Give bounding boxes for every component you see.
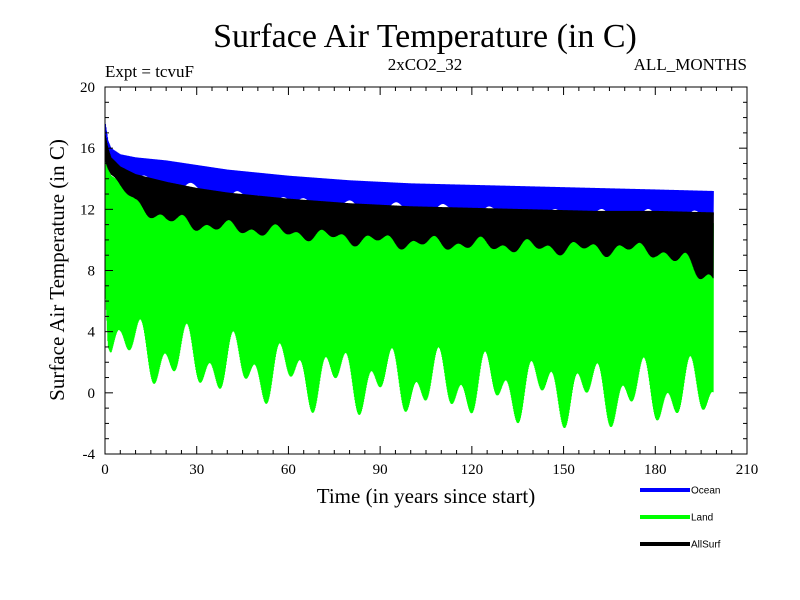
experiment-label: Expt = tcvuF — [105, 62, 194, 81]
y-tick-label: 20 — [80, 80, 95, 96]
series-line-ocean — [104, 120, 714, 220]
legend-label-ocean: Ocean — [691, 486, 720, 497]
legend-label-land: Land — [691, 513, 713, 524]
y-tick-label: -4 — [83, 447, 96, 463]
x-tick-label: 150 — [552, 462, 575, 478]
y-tick-label: 4 — [88, 325, 96, 341]
x-tick-label: 60 — [281, 462, 296, 478]
y-tick-label: 12 — [80, 202, 95, 218]
legend-label-allsurf: AllSurf — [691, 540, 721, 551]
legend: Ocean Land AllSurf — [640, 486, 721, 551]
y-axis-label: Surface Air Temperature (in C) — [45, 139, 69, 401]
chart-title: Surface Air Temperature (in C) — [213, 18, 637, 55]
x-tick-label: 0 — [101, 462, 109, 478]
x-tick-label: 30 — [189, 462, 204, 478]
series-layer — [104, 120, 714, 429]
y-tick-label: 0 — [88, 386, 96, 402]
run-label: 2xCO2_32 — [388, 55, 463, 74]
x-tick-label: 180 — [644, 462, 667, 478]
x-tick-label: 90 — [373, 462, 388, 478]
x-tick-label: 210 — [736, 462, 759, 478]
months-label: ALL_MONTHS — [634, 55, 747, 74]
y-tick-label: 16 — [80, 141, 96, 157]
y-tick-label: 8 — [88, 264, 96, 280]
x-axis-label: Time (in years since start) — [317, 484, 536, 508]
series-line-allsurf — [104, 132, 714, 280]
x-tick-label: 120 — [461, 462, 484, 478]
ticks-layer: 0 30 60 90 120 150 180 210 -4 0 4 8 12 16 20 — [80, 80, 758, 478]
